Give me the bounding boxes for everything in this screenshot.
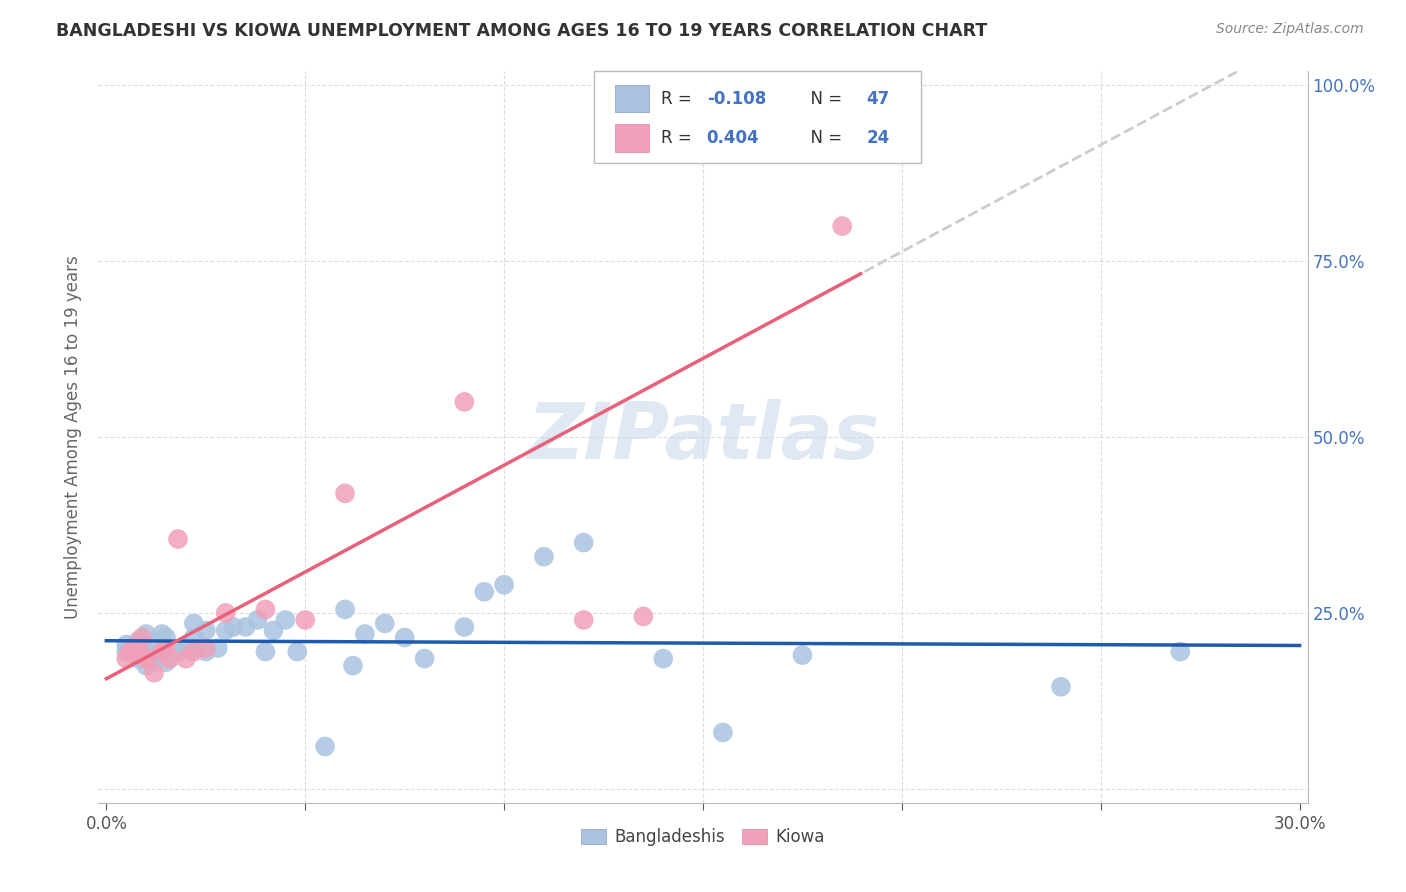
Text: 0.404: 0.404 <box>707 129 759 147</box>
Point <box>127 651 149 665</box>
Point <box>333 602 356 616</box>
Point <box>115 651 138 665</box>
Point <box>652 651 675 665</box>
Point <box>155 641 177 656</box>
Point <box>254 644 277 658</box>
Point <box>127 634 149 648</box>
Point <box>135 651 157 665</box>
Point <box>274 613 297 627</box>
Point <box>122 641 145 656</box>
Point <box>222 620 245 634</box>
Legend: Bangladeshis, Kiowa: Bangladeshis, Kiowa <box>575 822 831 853</box>
Point <box>183 641 205 656</box>
Text: R =: R = <box>661 129 697 147</box>
Text: N =: N = <box>800 129 846 147</box>
Point <box>354 627 377 641</box>
Point <box>143 648 166 662</box>
Point <box>831 219 853 233</box>
Point <box>194 641 217 656</box>
Text: ZIPatlas: ZIPatlas <box>527 399 879 475</box>
Text: 24: 24 <box>866 129 890 147</box>
Point <box>135 627 157 641</box>
Text: Source: ZipAtlas.com: Source: ZipAtlas.com <box>1216 22 1364 37</box>
Text: R =: R = <box>661 89 697 108</box>
Point <box>572 535 595 549</box>
Point <box>374 616 396 631</box>
Point <box>1168 644 1191 658</box>
FancyBboxPatch shape <box>595 71 921 163</box>
Point <box>174 641 197 656</box>
Point <box>453 620 475 634</box>
Text: N =: N = <box>800 89 846 108</box>
Point <box>155 631 177 645</box>
Text: 47: 47 <box>866 89 890 108</box>
Y-axis label: Unemployment Among Ages 16 to 19 years: Unemployment Among Ages 16 to 19 years <box>63 255 82 619</box>
Point <box>135 651 157 665</box>
Point <box>115 638 138 652</box>
Point <box>494 578 516 592</box>
Text: -0.108: -0.108 <box>707 89 766 108</box>
Point <box>150 644 173 658</box>
Point <box>159 651 181 665</box>
Point <box>333 486 356 500</box>
Point <box>294 613 316 627</box>
Point <box>194 624 217 638</box>
Point <box>215 624 238 638</box>
Point <box>254 602 277 616</box>
Point <box>194 644 217 658</box>
Point <box>413 651 436 665</box>
FancyBboxPatch shape <box>614 85 648 112</box>
Point <box>183 644 205 658</box>
Point <box>155 655 177 669</box>
FancyBboxPatch shape <box>614 124 648 152</box>
Point <box>127 638 149 652</box>
Point <box>115 644 138 658</box>
Point <box>135 658 157 673</box>
Point <box>792 648 814 662</box>
Point <box>150 644 173 658</box>
Point <box>143 655 166 669</box>
Point <box>150 627 173 641</box>
Point <box>314 739 336 754</box>
Point <box>215 606 238 620</box>
Point <box>453 395 475 409</box>
Point <box>120 644 142 658</box>
Point <box>572 613 595 627</box>
Point <box>174 651 197 665</box>
Text: BANGLADESHI VS KIOWA UNEMPLOYMENT AMONG AGES 16 TO 19 YEARS CORRELATION CHART: BANGLADESHI VS KIOWA UNEMPLOYMENT AMONG … <box>56 22 987 40</box>
Point <box>394 631 416 645</box>
Point <box>285 644 308 658</box>
Point <box>135 644 157 658</box>
Point <box>246 613 269 627</box>
Point <box>146 641 169 656</box>
Point <box>342 658 364 673</box>
Point <box>207 641 229 656</box>
Point <box>235 620 257 634</box>
Point <box>711 725 734 739</box>
Point <box>167 532 190 546</box>
Point <box>167 644 190 658</box>
Point <box>1050 680 1073 694</box>
Point <box>533 549 555 564</box>
Point <box>183 616 205 631</box>
Point <box>262 624 284 638</box>
Point <box>633 609 655 624</box>
Point <box>183 631 205 645</box>
Point <box>751 106 773 120</box>
Point <box>143 665 166 680</box>
Point <box>131 631 153 645</box>
Point <box>472 584 495 599</box>
